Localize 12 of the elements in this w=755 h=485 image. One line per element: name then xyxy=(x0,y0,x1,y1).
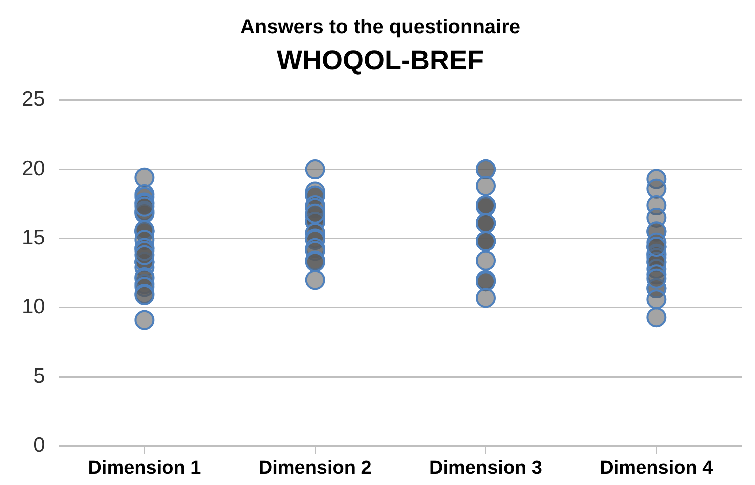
x-tick-label: Dimension 4 xyxy=(600,458,714,479)
y-tick-label: 15 xyxy=(22,226,46,250)
x-tick-label: Dimension 3 xyxy=(430,458,542,479)
chart-title: Answers to the questionnaire xyxy=(240,16,521,39)
y-tick-label: 20 xyxy=(22,157,46,180)
y-tick-label: 25 xyxy=(22,88,46,112)
y-tick-label: 10 xyxy=(22,296,46,319)
y-tick-label: 5 xyxy=(34,364,46,388)
y-tick-label: 0 xyxy=(34,434,46,457)
x-tick-label: Dimension 2 xyxy=(258,458,372,479)
chart-subtitle: WHOQOL-BREF xyxy=(277,46,484,76)
x-tick-label: Dimension 1 xyxy=(88,458,202,479)
